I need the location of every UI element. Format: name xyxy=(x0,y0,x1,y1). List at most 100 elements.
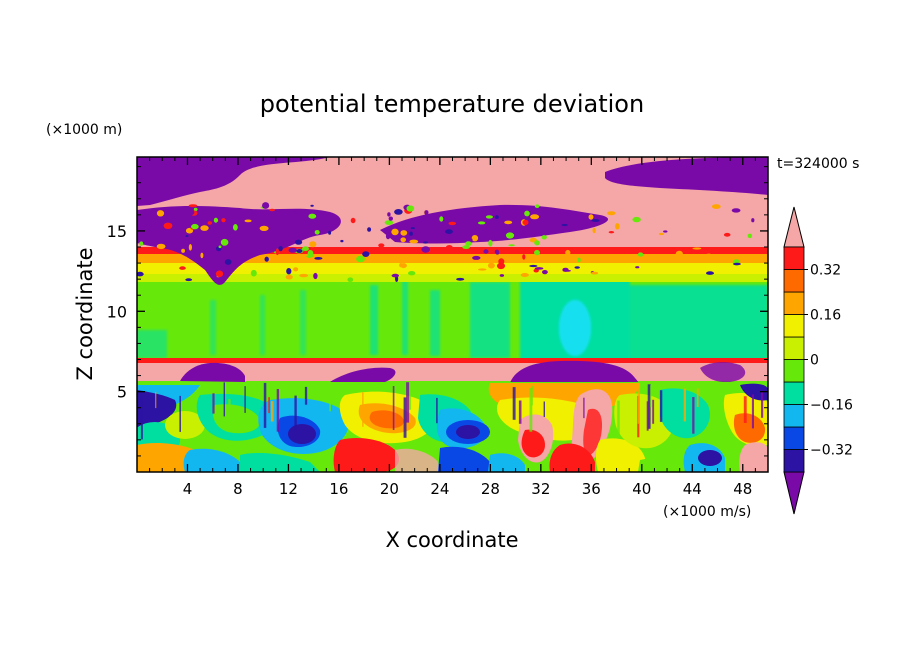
inversion-red xyxy=(137,358,768,363)
time-label: t=324000 s xyxy=(777,156,859,172)
field-speckle xyxy=(448,221,457,226)
field-streak xyxy=(436,397,438,424)
boundary-layer xyxy=(137,382,768,472)
field-speckle xyxy=(262,202,270,209)
field-speckle xyxy=(675,250,683,258)
colorbar-swatch xyxy=(783,269,805,293)
x-tick-label: 36 xyxy=(582,480,601,498)
field-speckle xyxy=(356,255,365,263)
field-streak xyxy=(403,397,407,438)
field-speckle xyxy=(180,256,188,259)
field-speckle xyxy=(347,277,354,283)
field-streak xyxy=(392,386,395,430)
field-speckle xyxy=(233,224,238,231)
field-speckle xyxy=(250,269,257,277)
field-speckle xyxy=(328,230,332,235)
colorbar-tick-label: 0 xyxy=(810,353,819,369)
field-speckle xyxy=(355,249,364,254)
field-streak xyxy=(155,391,157,409)
field-speckle xyxy=(286,268,292,275)
field-speckle xyxy=(191,223,199,230)
field-speckle xyxy=(213,217,218,223)
field-speckle xyxy=(542,270,548,275)
field-speckle xyxy=(409,231,413,236)
y-axis-label: Z coordinate xyxy=(73,247,97,380)
colorbar-tick-label: 0.16 xyxy=(810,308,841,324)
field-speckle xyxy=(296,249,303,253)
field-speckle xyxy=(206,265,213,268)
colorbar-swatch xyxy=(783,359,805,383)
field-speckle xyxy=(299,273,309,278)
field-speckle xyxy=(387,212,391,217)
field-speckle xyxy=(472,255,481,260)
field-streak xyxy=(518,400,522,424)
field-speckle xyxy=(400,230,408,236)
field-speckle xyxy=(179,266,186,270)
field-speckle xyxy=(530,214,540,220)
field-streak xyxy=(683,388,686,422)
field-speckle xyxy=(314,257,323,260)
field-speckle xyxy=(462,245,470,250)
field-speckle xyxy=(309,241,317,248)
field-speckle xyxy=(445,245,453,251)
field-speckle xyxy=(534,249,540,256)
colorbar-swatch xyxy=(783,381,805,405)
x-tick-label: 4 xyxy=(183,480,193,498)
colorbar-swatch xyxy=(783,314,805,338)
field-streak xyxy=(179,395,181,432)
field-speckle xyxy=(409,239,419,244)
field-streak xyxy=(650,385,652,408)
colorbar-swatch xyxy=(783,246,805,270)
field-speckle xyxy=(635,266,640,269)
field-speckle xyxy=(188,204,198,208)
inversion-purple xyxy=(180,360,746,384)
field-speckle xyxy=(485,215,493,219)
x-tick-label: 48 xyxy=(733,480,752,498)
field-streak xyxy=(531,385,533,406)
field-speckle xyxy=(550,209,556,216)
field-speckle xyxy=(456,277,465,281)
field-streak xyxy=(529,387,533,432)
field-speckle xyxy=(731,208,741,213)
field-streak xyxy=(362,392,364,427)
field-streak xyxy=(512,387,516,420)
field-speckle xyxy=(254,241,258,248)
field-streak xyxy=(543,401,545,417)
field-speckle xyxy=(723,232,731,237)
field-speckle xyxy=(137,271,144,277)
field-speckle xyxy=(288,247,297,253)
field-speckle xyxy=(508,244,515,247)
field-streak xyxy=(268,397,270,414)
field-speckle xyxy=(308,213,317,219)
colorbar-swatch xyxy=(783,291,805,315)
y-unit-label: (×1000 m) xyxy=(46,122,122,138)
field-speckle xyxy=(483,249,489,254)
field-speckle xyxy=(313,272,318,280)
field-speckle xyxy=(753,248,759,252)
band-orange xyxy=(137,253,768,263)
field-speckle xyxy=(663,230,668,233)
field-speckle xyxy=(486,258,491,262)
field-speckle xyxy=(439,216,444,222)
field-streak xyxy=(637,384,640,424)
contour-field xyxy=(137,157,768,472)
x-tick-label: 32 xyxy=(531,480,550,498)
field-speckle xyxy=(608,231,615,234)
field-speckle xyxy=(350,217,356,224)
field-speckle xyxy=(388,216,393,221)
field-speckle xyxy=(213,208,219,212)
colorbar-extend-max xyxy=(783,206,805,248)
field-speckle xyxy=(533,268,539,273)
colorbar-tick-label: −0.16 xyxy=(810,398,853,414)
field-speckle xyxy=(496,262,506,270)
field-speckle xyxy=(577,257,581,263)
field-speckle xyxy=(524,210,530,217)
field-speckle xyxy=(218,245,222,249)
colorbar-extend-min xyxy=(783,471,805,515)
field-speckle xyxy=(615,223,620,230)
field-speckle xyxy=(391,228,399,236)
field-speckle xyxy=(294,239,303,245)
field-speckle xyxy=(421,246,431,253)
field-speckle xyxy=(590,271,599,275)
x-tick-label: 12 xyxy=(279,480,298,498)
